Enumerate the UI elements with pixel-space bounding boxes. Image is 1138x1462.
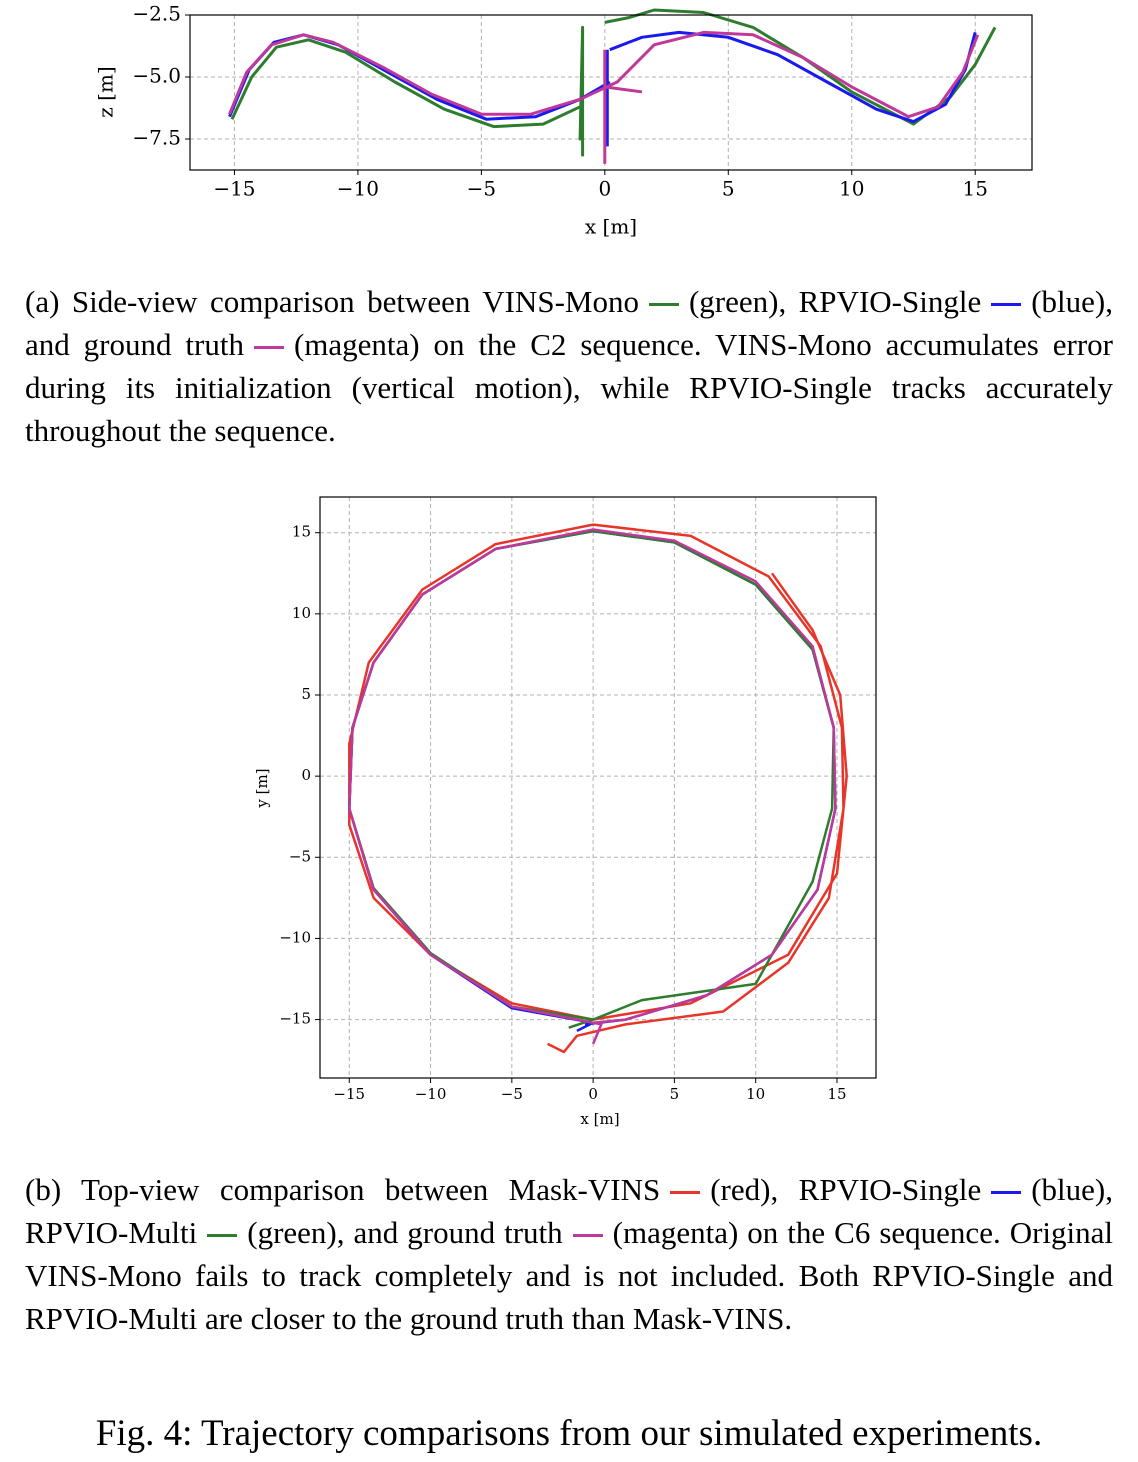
- x-tick-label: −15: [213, 177, 255, 201]
- x-tick-label: −10: [337, 177, 379, 201]
- x-axis-label: x [m]: [580, 1110, 619, 1128]
- x-tick-label: 0: [588, 1085, 598, 1103]
- swatch: [207, 1234, 238, 1238]
- y-tick-label: −7.5: [132, 126, 181, 150]
- x-tick-label: 10: [839, 177, 864, 201]
- x-tick-label: 10: [746, 1085, 765, 1103]
- x-tick-label: 5: [722, 177, 735, 201]
- y-tick-label: −10: [279, 928, 311, 946]
- swatch: [253, 346, 284, 350]
- swatch: [991, 1191, 1022, 1195]
- y-axis-label: y [m]: [253, 768, 271, 808]
- caption-text: (green), and ground truth: [247, 1215, 563, 1250]
- caption-text: (green), RPVIO-Single: [688, 284, 982, 319]
- plot-frame: [189, 14, 1033, 171]
- caption-a: (a) Side-view comparison between VINS-Mo…: [25, 280, 1113, 452]
- y-tick-label: 5: [301, 685, 311, 703]
- caption-text: (a) Side-view comparison between VINS-Mo…: [25, 284, 639, 319]
- x-tick-label: −5: [467, 177, 496, 201]
- trajectory-line: [228, 30, 980, 164]
- y-tick-label: −15: [279, 1010, 311, 1028]
- swatch: [648, 303, 679, 307]
- y-axis-label: z [m]: [94, 66, 118, 117]
- y-tick-label: 15: [292, 523, 311, 541]
- x-tick-label: 15: [827, 1085, 846, 1103]
- plot-area: [320, 497, 876, 1078]
- caption-text: (magenta) on the C6 sequence. Original V…: [25, 1215, 1114, 1336]
- caption-b: (b) Top-view comparison between Mask-VIN…: [25, 1168, 1113, 1340]
- swatch: [572, 1234, 603, 1238]
- swatch: [670, 1191, 701, 1195]
- plot-frame: [319, 496, 877, 1079]
- y-tick-label: −2.5: [132, 2, 181, 26]
- y-tick-label: −5: [289, 847, 311, 865]
- x-tick-label: −10: [415, 1085, 447, 1103]
- y-tick-label: 10: [292, 604, 311, 622]
- caption-text: (magenta) on the C2 sequence. VINS-Mono …: [25, 327, 1113, 448]
- caption-text: (red), RPVIO-Single: [710, 1172, 982, 1207]
- figure-caption: Fig. 4: Trajectory comparisons from our …: [95, 1413, 1043, 1454]
- x-tick-label: 15: [962, 177, 987, 201]
- x-tick-label: −5: [501, 1085, 523, 1103]
- y-tick-label: −5.0: [132, 64, 181, 88]
- trajectory-line: [348, 528, 837, 1045]
- y-tick-label: 0: [301, 766, 311, 784]
- caption-text: (blue), and ground truth: [25, 284, 1113, 362]
- x-tick-label: −15: [333, 1085, 365, 1103]
- x-tick-label: 5: [670, 1085, 680, 1103]
- x-axis-label: x [m]: [585, 215, 637, 239]
- caption-text: (blue), RPVIO-Multi: [25, 1172, 1113, 1250]
- x-tick-label: 0: [598, 177, 611, 201]
- trajectory-line: [348, 523, 848, 1054]
- caption-text: (b) Top-view comparison between Mask-VIN…: [25, 1172, 661, 1207]
- swatch: [991, 303, 1022, 307]
